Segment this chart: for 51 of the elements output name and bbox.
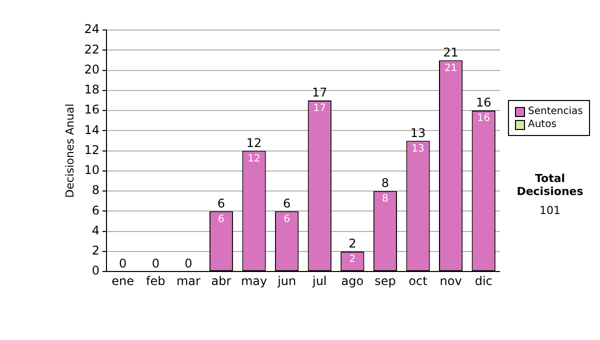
y-tick-label: 2 bbox=[92, 244, 100, 258]
y-tick-label: 0 bbox=[92, 264, 100, 278]
total-label: 12 bbox=[246, 136, 262, 150]
y-tick-label: 10 bbox=[84, 163, 100, 178]
y-tick-label: 6 bbox=[92, 203, 100, 218]
x-tick-label: oct bbox=[408, 274, 428, 288]
x-tick-label: ene bbox=[112, 274, 134, 288]
x-tick-label: mar bbox=[176, 274, 201, 288]
data-label: 8 bbox=[382, 194, 388, 205]
y-tick-label: 16 bbox=[84, 102, 100, 117]
total-label: 6 bbox=[283, 196, 291, 210]
text: Total Decisiones bbox=[516, 172, 584, 198]
text: 101 bbox=[538, 204, 562, 217]
x-tick-label: may bbox=[240, 274, 268, 288]
total-label: 17 bbox=[312, 86, 328, 100]
y-tick-label: 14 bbox=[84, 122, 100, 137]
legend-label: Autos bbox=[528, 118, 556, 131]
data-label: 17 bbox=[313, 103, 326, 114]
total-label: 21 bbox=[443, 45, 458, 60]
y-tick-label: 8 bbox=[92, 183, 100, 198]
y-axis-title: Decisiones Anual bbox=[63, 104, 76, 198]
data-label: 2 bbox=[349, 254, 356, 266]
x-tick-label: abr bbox=[211, 274, 232, 288]
data-label: 6 bbox=[284, 214, 290, 225]
total-label: 2 bbox=[348, 236, 356, 251]
data-label: 12 bbox=[248, 153, 260, 164]
x-tick-label: dic bbox=[474, 274, 492, 288]
data-label: 13 bbox=[412, 143, 424, 154]
data-label: 6 bbox=[218, 214, 224, 225]
y-tick-label: 24 bbox=[84, 22, 100, 36]
x-tick-label: ago bbox=[341, 274, 364, 288]
y-tick-label: 4 bbox=[92, 223, 100, 238]
legend-label: Sentencias bbox=[528, 105, 583, 118]
x-tick-label: sep bbox=[374, 274, 396, 288]
data-label: 16 bbox=[477, 113, 490, 124]
x-tick-label: feb bbox=[146, 274, 166, 288]
total-label: 13 bbox=[410, 126, 426, 140]
total-label: 0 bbox=[152, 256, 160, 271]
y-tick-label: 22 bbox=[84, 42, 100, 56]
data-label: 21 bbox=[444, 62, 458, 74]
y-tick-label: 18 bbox=[84, 82, 100, 97]
total-label: 8 bbox=[381, 176, 390, 190]
x-tick-label: jun bbox=[276, 274, 296, 288]
total-label: 16 bbox=[476, 96, 492, 110]
y-tick-label: 12 bbox=[84, 142, 100, 157]
y-tick-label: 20 bbox=[84, 62, 100, 76]
total-label: 0 bbox=[119, 256, 127, 271]
total-label: 6 bbox=[217, 196, 226, 210]
x-tick-label: jul bbox=[311, 274, 327, 288]
total-label: 0 bbox=[184, 256, 192, 271]
x-tick-label: nov bbox=[440, 274, 462, 288]
